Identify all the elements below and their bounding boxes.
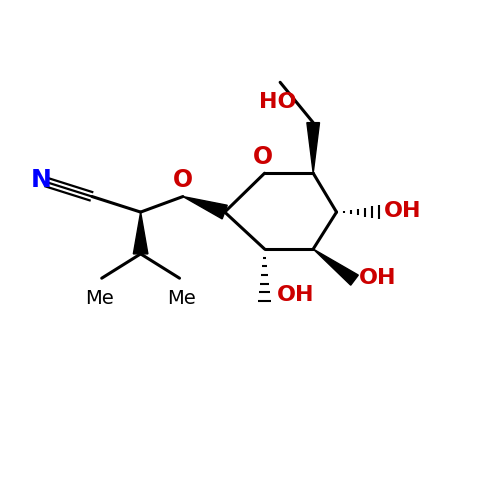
Text: OH: OH [384, 200, 421, 220]
Text: O: O [174, 168, 194, 192]
Text: Me: Me [168, 289, 196, 308]
Polygon shape [134, 212, 148, 254]
Text: N: N [30, 168, 52, 192]
Polygon shape [183, 196, 228, 219]
Text: HO: HO [259, 92, 296, 112]
Polygon shape [313, 249, 358, 285]
Polygon shape [307, 122, 320, 173]
Text: O: O [253, 145, 273, 169]
Text: OH: OH [360, 268, 397, 287]
Text: OH: OH [276, 285, 314, 305]
Text: Me: Me [85, 289, 114, 308]
